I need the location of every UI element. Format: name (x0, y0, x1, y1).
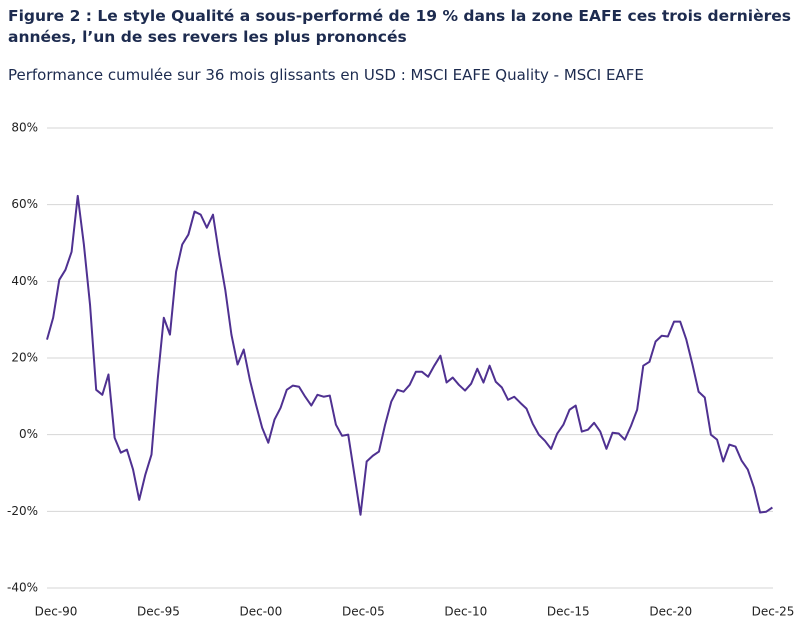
x-tick-label: Dec-90 (35, 605, 78, 619)
x-tick-label: Dec-10 (444, 605, 487, 619)
y-tick-label: 80% (11, 121, 38, 135)
y-tick-label: 40% (11, 274, 38, 288)
y-tick-label: -40% (7, 581, 38, 595)
y-tick-label: 0% (19, 427, 38, 441)
chart-subtitle: Performance cumulée sur 36 mois glissant… (8, 66, 644, 84)
data-line (46, 194, 773, 516)
x-tick-label: Dec-25 (752, 605, 795, 619)
y-tick-label: 60% (11, 197, 38, 211)
x-tick-label: Dec-00 (240, 605, 283, 619)
x-tick-label: Dec-15 (547, 605, 590, 619)
x-tick-label: Dec-05 (342, 605, 385, 619)
y-tick-label: -20% (7, 504, 38, 518)
y-tick-label: 20% (11, 351, 38, 365)
x-tick-label: Dec-95 (137, 605, 180, 619)
x-tick-label: Dec-20 (649, 605, 692, 619)
chart-title: Figure 2 : Le style Qualité a sous-perfo… (8, 7, 791, 46)
